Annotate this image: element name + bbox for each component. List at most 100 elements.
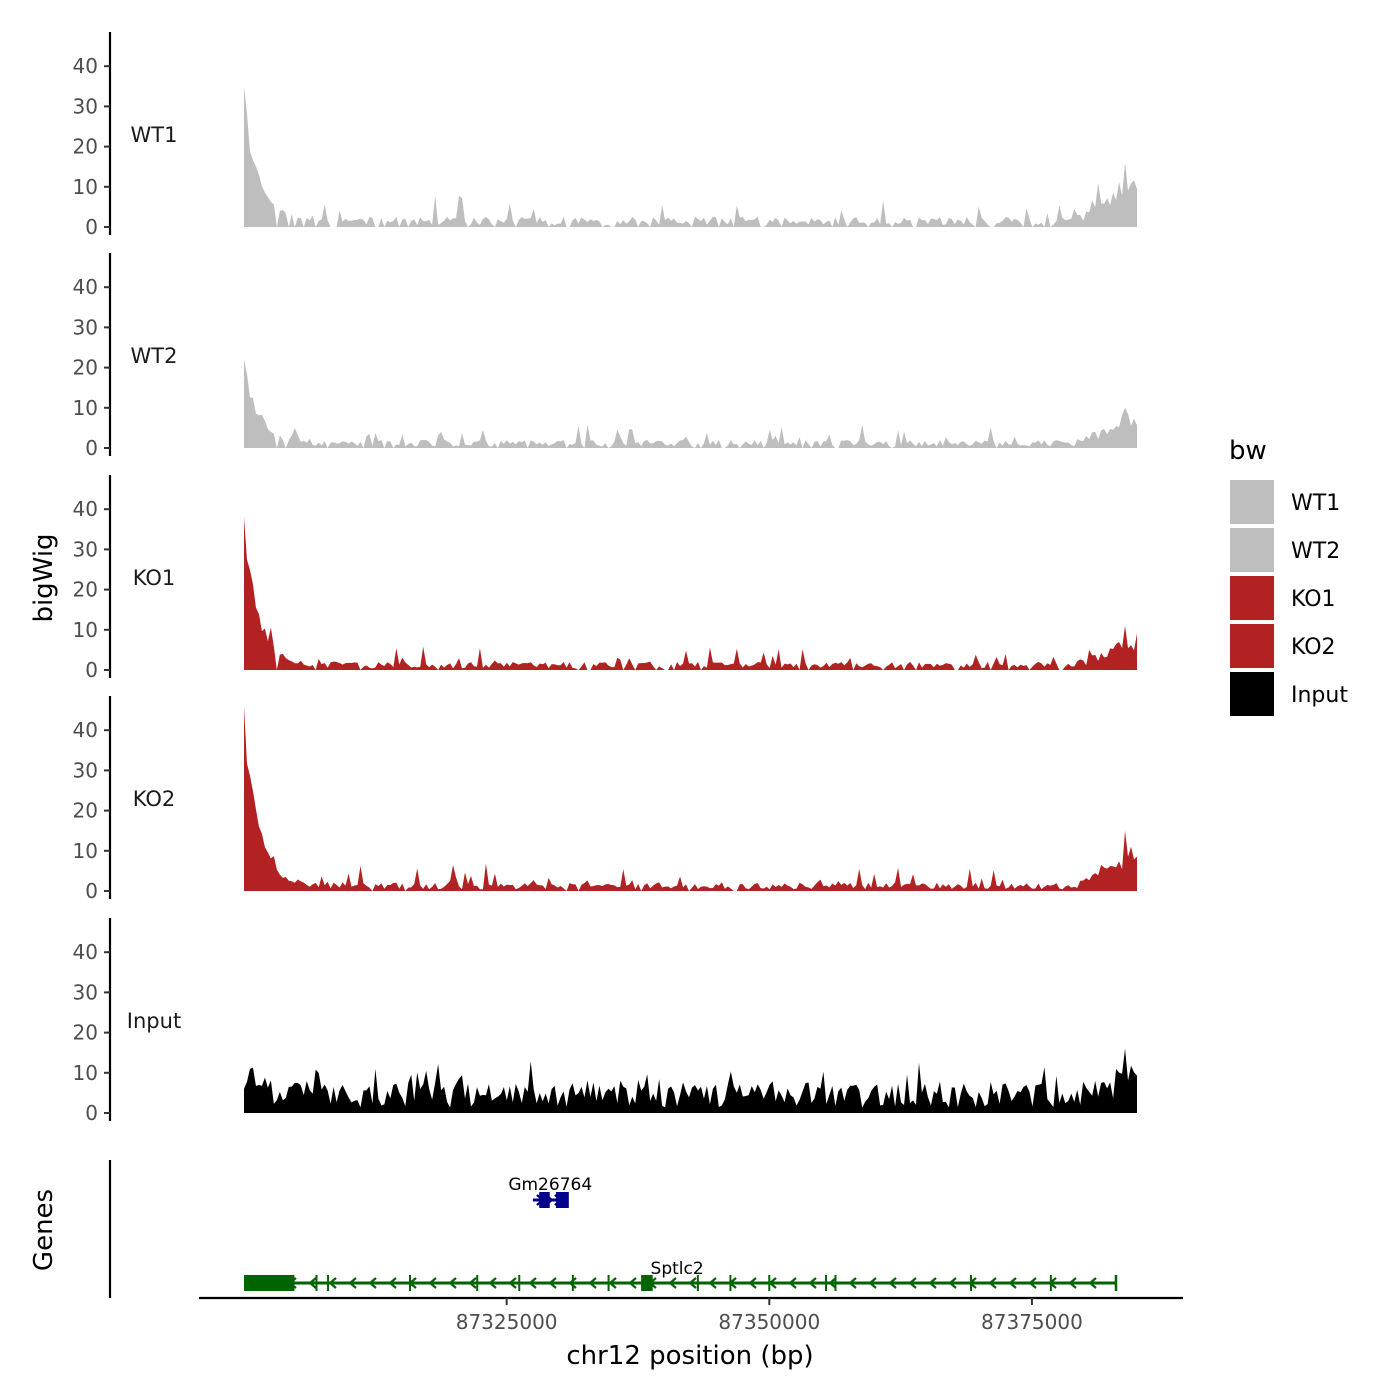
legend-item-wt2: WT2 xyxy=(1230,528,1340,572)
y-tick-label: 10 xyxy=(73,618,98,642)
legend-swatch xyxy=(1230,480,1274,524)
legend-label: WT2 xyxy=(1291,539,1340,564)
y-tick-label: 30 xyxy=(73,94,98,118)
x-tick-label: 87350000 xyxy=(718,1310,820,1334)
legend-label: KO2 xyxy=(1291,635,1336,660)
y-tick-label: 10 xyxy=(73,175,98,199)
strand-arrow xyxy=(1088,1277,1097,1289)
y-tick-label: 0 xyxy=(85,879,98,903)
y-tick-label: 30 xyxy=(73,537,98,561)
y-tick-label: 10 xyxy=(73,1061,98,1085)
strand-arrow xyxy=(1008,1277,1017,1289)
legend-label: KO1 xyxy=(1291,587,1336,612)
strand-arrow xyxy=(308,1277,317,1289)
strand-arrow xyxy=(588,1277,597,1289)
strand-arrow xyxy=(888,1277,897,1289)
y-tick-label: 20 xyxy=(73,578,98,602)
legend-label: Input xyxy=(1291,683,1348,708)
strand-arrow xyxy=(928,1277,937,1289)
genes-axis-title: Genes xyxy=(29,1189,59,1271)
y-tick-label: 40 xyxy=(73,940,98,964)
signal-area-ko1 xyxy=(244,517,1137,670)
y-tick-label: 30 xyxy=(73,980,98,1004)
track-input: 0 10 20 30 40 Input xyxy=(73,918,1137,1125)
legend-swatch xyxy=(1230,528,1274,572)
track-label: WT2 xyxy=(131,344,178,368)
signal-area-wt1 xyxy=(244,86,1137,227)
y-tick-label: 10 xyxy=(73,396,98,420)
gene-track: Gm26764 Sptlc2 xyxy=(108,1160,1118,1298)
track-wt2: 0 10 20 30 40 WT2 xyxy=(73,253,1137,460)
strand-arrow xyxy=(488,1277,497,1289)
strand-arrow xyxy=(508,1277,517,1289)
track-label: KO2 xyxy=(133,787,176,811)
strand-arrow xyxy=(988,1277,997,1289)
track-label: Input xyxy=(127,1009,181,1033)
y-tick-label: 20 xyxy=(73,1021,98,1045)
legend-title: bw xyxy=(1229,436,1267,466)
signal-area-wt2 xyxy=(244,359,1137,448)
strand-arrow xyxy=(748,1277,757,1289)
strand-arrow xyxy=(688,1277,697,1289)
strand-arrow xyxy=(608,1277,617,1289)
strand-arrow xyxy=(668,1277,677,1289)
exon xyxy=(641,1275,653,1291)
strand-arrow xyxy=(948,1277,957,1289)
strand-arrow xyxy=(1028,1277,1037,1289)
legend-swatch xyxy=(1230,624,1274,668)
y-tick-label: 40 xyxy=(73,54,98,78)
signal-tracks: 0 10 20 30 40 WT1 0 10 20 30 40 WT2 0 10 20 30 40 KO1 0 10 2… xyxy=(73,32,1137,1125)
y-tick-label: 30 xyxy=(73,758,98,782)
y-tick-label: 0 xyxy=(85,436,98,460)
x-axis-title: chr12 position (bp) xyxy=(566,1341,813,1371)
gene-gm26764: Gm26764 xyxy=(508,1175,592,1208)
strand-arrow xyxy=(388,1277,397,1289)
strand-arrow xyxy=(1068,1277,1077,1289)
strand-arrow xyxy=(828,1277,837,1289)
y-tick-label: 20 xyxy=(73,799,98,823)
strand-arrow xyxy=(848,1277,857,1289)
gene-name-label: Gm26764 xyxy=(508,1175,592,1195)
strand-arrow xyxy=(628,1277,637,1289)
x-tick-label: 87375000 xyxy=(981,1310,1083,1334)
legend: bw WT1 WT2 KO1 KO2 Input xyxy=(1229,436,1348,716)
track-wt1: 0 10 20 30 40 WT1 xyxy=(73,32,1137,239)
y-tick-label: 20 xyxy=(73,356,98,380)
gene-name-label: Sptlc2 xyxy=(651,1259,704,1279)
track-label: KO1 xyxy=(133,566,176,590)
strand-arrow xyxy=(968,1277,977,1289)
strand-arrow xyxy=(468,1277,477,1289)
strand-arrow xyxy=(528,1277,537,1289)
x-tick-label: 87325000 xyxy=(456,1310,558,1334)
y-axis-title: bigWig xyxy=(29,533,59,622)
strand-arrow xyxy=(808,1277,817,1289)
y-tick-label: 20 xyxy=(73,135,98,159)
strand-arrow xyxy=(368,1277,377,1289)
track-ko1: 0 10 20 30 40 KO1 xyxy=(73,475,1137,682)
strand-arrow xyxy=(328,1277,337,1289)
strand-arrow xyxy=(788,1277,797,1289)
strand-arrow xyxy=(548,1277,557,1289)
signal-area-input xyxy=(244,1048,1137,1113)
exon xyxy=(539,1192,550,1208)
y-tick-label: 10 xyxy=(73,839,98,863)
y-tick-label: 0 xyxy=(85,215,98,239)
strand-arrow xyxy=(568,1277,577,1289)
legend-items: WT1 WT2 KO1 KO2 Input xyxy=(1230,480,1348,716)
legend-item-ko2: KO2 xyxy=(1230,624,1336,668)
x-axis: 87325000 87350000 87375000 xyxy=(199,1296,1183,1334)
y-tick-label: 30 xyxy=(73,315,98,339)
strand-arrow xyxy=(448,1277,457,1289)
legend-item-ko1: KO1 xyxy=(1230,576,1336,620)
signal-area-ko2 xyxy=(244,706,1137,891)
gene-sptlc2: Sptlc2 xyxy=(244,1259,1118,1291)
y-tick-label: 40 xyxy=(73,275,98,299)
legend-swatch xyxy=(1230,672,1274,716)
strand-arrow xyxy=(428,1277,437,1289)
y-tick-label: 40 xyxy=(73,718,98,742)
y-tick-label: 40 xyxy=(73,497,98,521)
strand-arrow xyxy=(908,1277,917,1289)
track-ko2: 0 10 20 30 40 KO2 xyxy=(73,696,1137,903)
strand-arrow xyxy=(708,1277,717,1289)
